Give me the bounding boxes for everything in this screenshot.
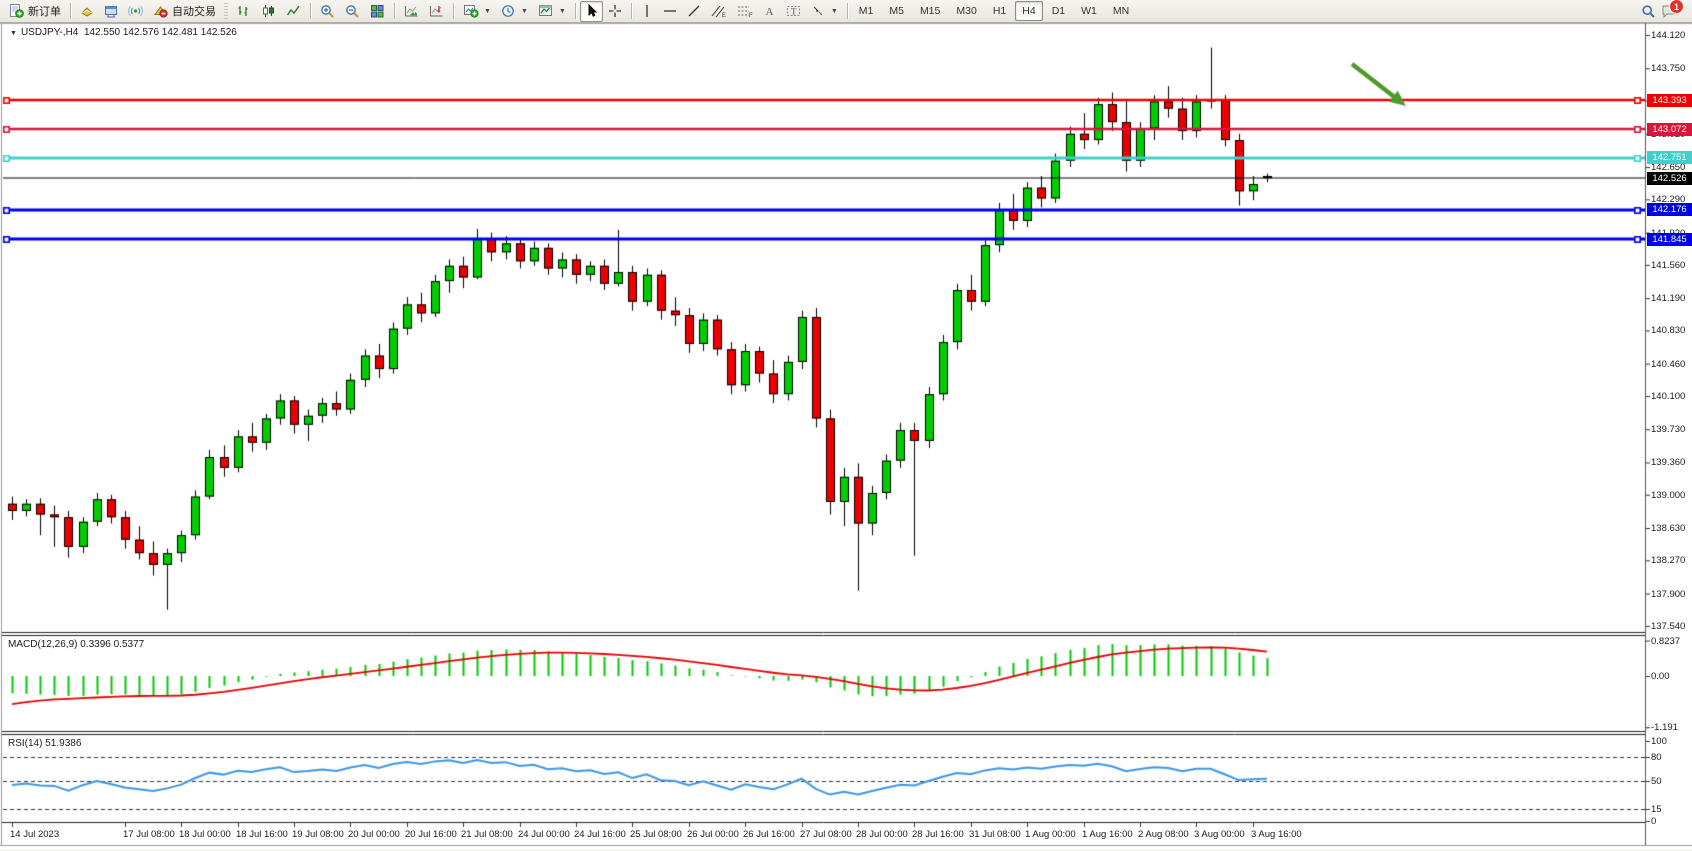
text-label-icon: T <box>786 6 800 17</box>
timeframe-button-h4[interactable]: H4 <box>1015 1 1043 21</box>
indicators-button[interactable]: ▼ <box>458 1 496 22</box>
templates-icon <box>538 5 552 16</box>
search-icon <box>1642 4 1655 18</box>
candlestick-icon <box>263 5 274 17</box>
toolbar-separator <box>394 3 395 19</box>
dropdown-arrow-icon: ▼ <box>558 7 566 15</box>
indicators-icon <box>464 5 479 18</box>
toolbar-separator <box>630 3 632 19</box>
timeframe-button-h1[interactable]: H1 <box>992 5 1007 17</box>
periods-button[interactable]: ▼ <box>496 1 533 22</box>
main-toolbar: 新订单 自动交易 <box>0 0 1692 23</box>
new-order-icon <box>10 4 24 18</box>
text-label-button[interactable]: T <box>781 1 806 22</box>
timeframe-button-m5[interactable]: M5 <box>889 5 904 17</box>
search-button[interactable] <box>1636 1 1661 22</box>
svg-text:A: A <box>765 6 773 18</box>
toolbar-separator <box>574 3 576 19</box>
timeframe-button-m30[interactable]: M30 <box>956 5 977 17</box>
equidistant-channel-button[interactable]: E <box>706 1 732 22</box>
notification-badge: 1 <box>1669 0 1684 14</box>
zoom-in-icon <box>321 4 334 18</box>
arrows-icon <box>813 6 823 16</box>
toolbar-separator <box>453 3 454 19</box>
auto-scroll-button[interactable] <box>399 1 424 22</box>
chart-shift-button[interactable] <box>424 1 449 22</box>
autotrading-button[interactable]: 自动交易 <box>148 1 221 22</box>
timeframe-button-d1[interactable]: D1 <box>1051 5 1066 17</box>
tile-windows-button[interactable] <box>365 1 390 22</box>
crosshair-icon <box>608 5 621 17</box>
periods-clock-icon <box>502 5 514 17</box>
cursor-button[interactable] <box>579 0 603 22</box>
timeframe-button-m15[interactable]: M15 <box>919 5 941 17</box>
fibonacci-icon: F <box>737 6 753 18</box>
candlestick-button[interactable] <box>256 1 281 22</box>
vertical-line-button[interactable] <box>636 1 658 22</box>
line-chart-icon <box>286 5 300 16</box>
trendline-button[interactable] <box>682 1 706 22</box>
data-window-button[interactable] <box>99 1 123 22</box>
dropdown-arrow-icon: ▼ <box>830 7 838 15</box>
vertical-line-icon <box>646 5 648 17</box>
zoom-in-button[interactable] <box>315 1 340 22</box>
auto-scroll-icon <box>405 6 418 17</box>
bar-chart-button[interactable] <box>231 1 256 22</box>
svg-text:F: F <box>749 13 753 18</box>
notifications-chat-button[interactable]: 1 <box>1661 0 1684 19</box>
data-window-icon <box>105 6 117 18</box>
autotrading-label: 自动交易 <box>172 6 216 18</box>
new-order-button[interactable]: 新订单 <box>4 1 66 22</box>
text-button[interactable]: A <box>758 1 781 22</box>
toolbar-grip <box>224 3 228 19</box>
timeframe-button-w1[interactable]: W1 <box>1081 5 1097 17</box>
line-chart-button[interactable] <box>281 1 306 22</box>
toolbar-separator <box>846 3 848 19</box>
timeframe-bar: M1 M5 M15 M30 H1 H4 D1 W1 MN <box>852 1 1136 21</box>
svg-text:T: T <box>791 7 797 17</box>
templates-button[interactable]: ▼ <box>533 1 571 22</box>
signals-icon <box>128 5 143 17</box>
horizontal-line-icon <box>663 10 676 12</box>
toolbar-separator <box>70 3 71 19</box>
arrows-button[interactable]: ▼ <box>806 1 843 22</box>
text-icon: A <box>765 6 773 18</box>
timeframe-button-m1[interactable]: M1 <box>858 5 874 17</box>
signals-button[interactable] <box>123 1 148 22</box>
fibonacci-button[interactable]: F <box>732 1 758 22</box>
svg-text:E: E <box>722 13 726 18</box>
cursor-icon <box>588 4 598 17</box>
zoom-out-icon <box>346 4 359 18</box>
bar-chart-icon <box>238 6 248 16</box>
new-order-label: 新订单 <box>28 6 61 18</box>
toolbar-separator <box>310 3 311 19</box>
dropdown-arrow-icon: ▼ <box>484 7 491 15</box>
trendline-icon <box>688 5 700 17</box>
tile-windows-icon <box>371 5 384 18</box>
crosshair-button[interactable] <box>603 1 627 22</box>
profiles-button[interactable] <box>75 1 99 22</box>
zoom-out-button[interactable] <box>340 1 365 22</box>
chart-shift-icon <box>430 6 443 17</box>
profiles-icon <box>81 7 93 17</box>
timeframe-button-mn[interactable]: MN <box>1112 5 1130 17</box>
autotrading-icon <box>154 6 168 18</box>
horizontal-line-button[interactable] <box>658 1 682 22</box>
equidistant-channel-icon: E <box>711 5 726 18</box>
dropdown-arrow-icon: ▼ <box>520 7 528 15</box>
